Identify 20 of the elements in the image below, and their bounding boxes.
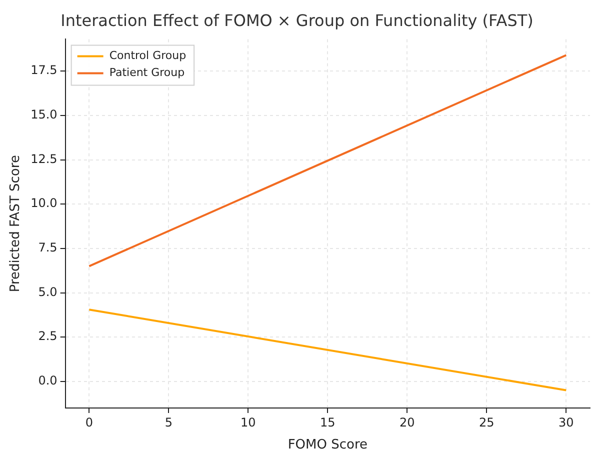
- x-tick-label: 0: [85, 415, 93, 430]
- x-tick-label: 25: [479, 415, 494, 430]
- y-tick-label: 7.5: [38, 240, 58, 255]
- x-tick-label: 10: [240, 415, 256, 430]
- y-axis-title: Predicted FAST Score: [8, 155, 24, 292]
- y-tick-label: 15.0: [30, 108, 58, 122]
- y-tick-label: 12.5: [30, 152, 58, 166]
- y-tick-label: 0.0: [38, 374, 58, 388]
- y-tick-label: 2.5: [38, 329, 58, 344]
- legend-label: Control Group: [109, 49, 186, 62]
- x-axis-title: FOMO Score: [288, 438, 368, 453]
- y-tick-label: 10.0: [30, 196, 58, 210]
- y-tick-label: 17.5: [30, 63, 58, 78]
- x-tick-label: 30: [558, 415, 574, 430]
- x-tick-label: 20: [400, 415, 415, 430]
- x-tick-label: 15: [320, 415, 336, 430]
- x-tick-label: 5: [164, 415, 172, 430]
- chart-title: Interaction Effect of FOMO × Group on Functionality (FAST): [60, 10, 534, 30]
- legend-label: Patient Group: [109, 66, 185, 80]
- y-tick-label: 5.0: [38, 284, 58, 299]
